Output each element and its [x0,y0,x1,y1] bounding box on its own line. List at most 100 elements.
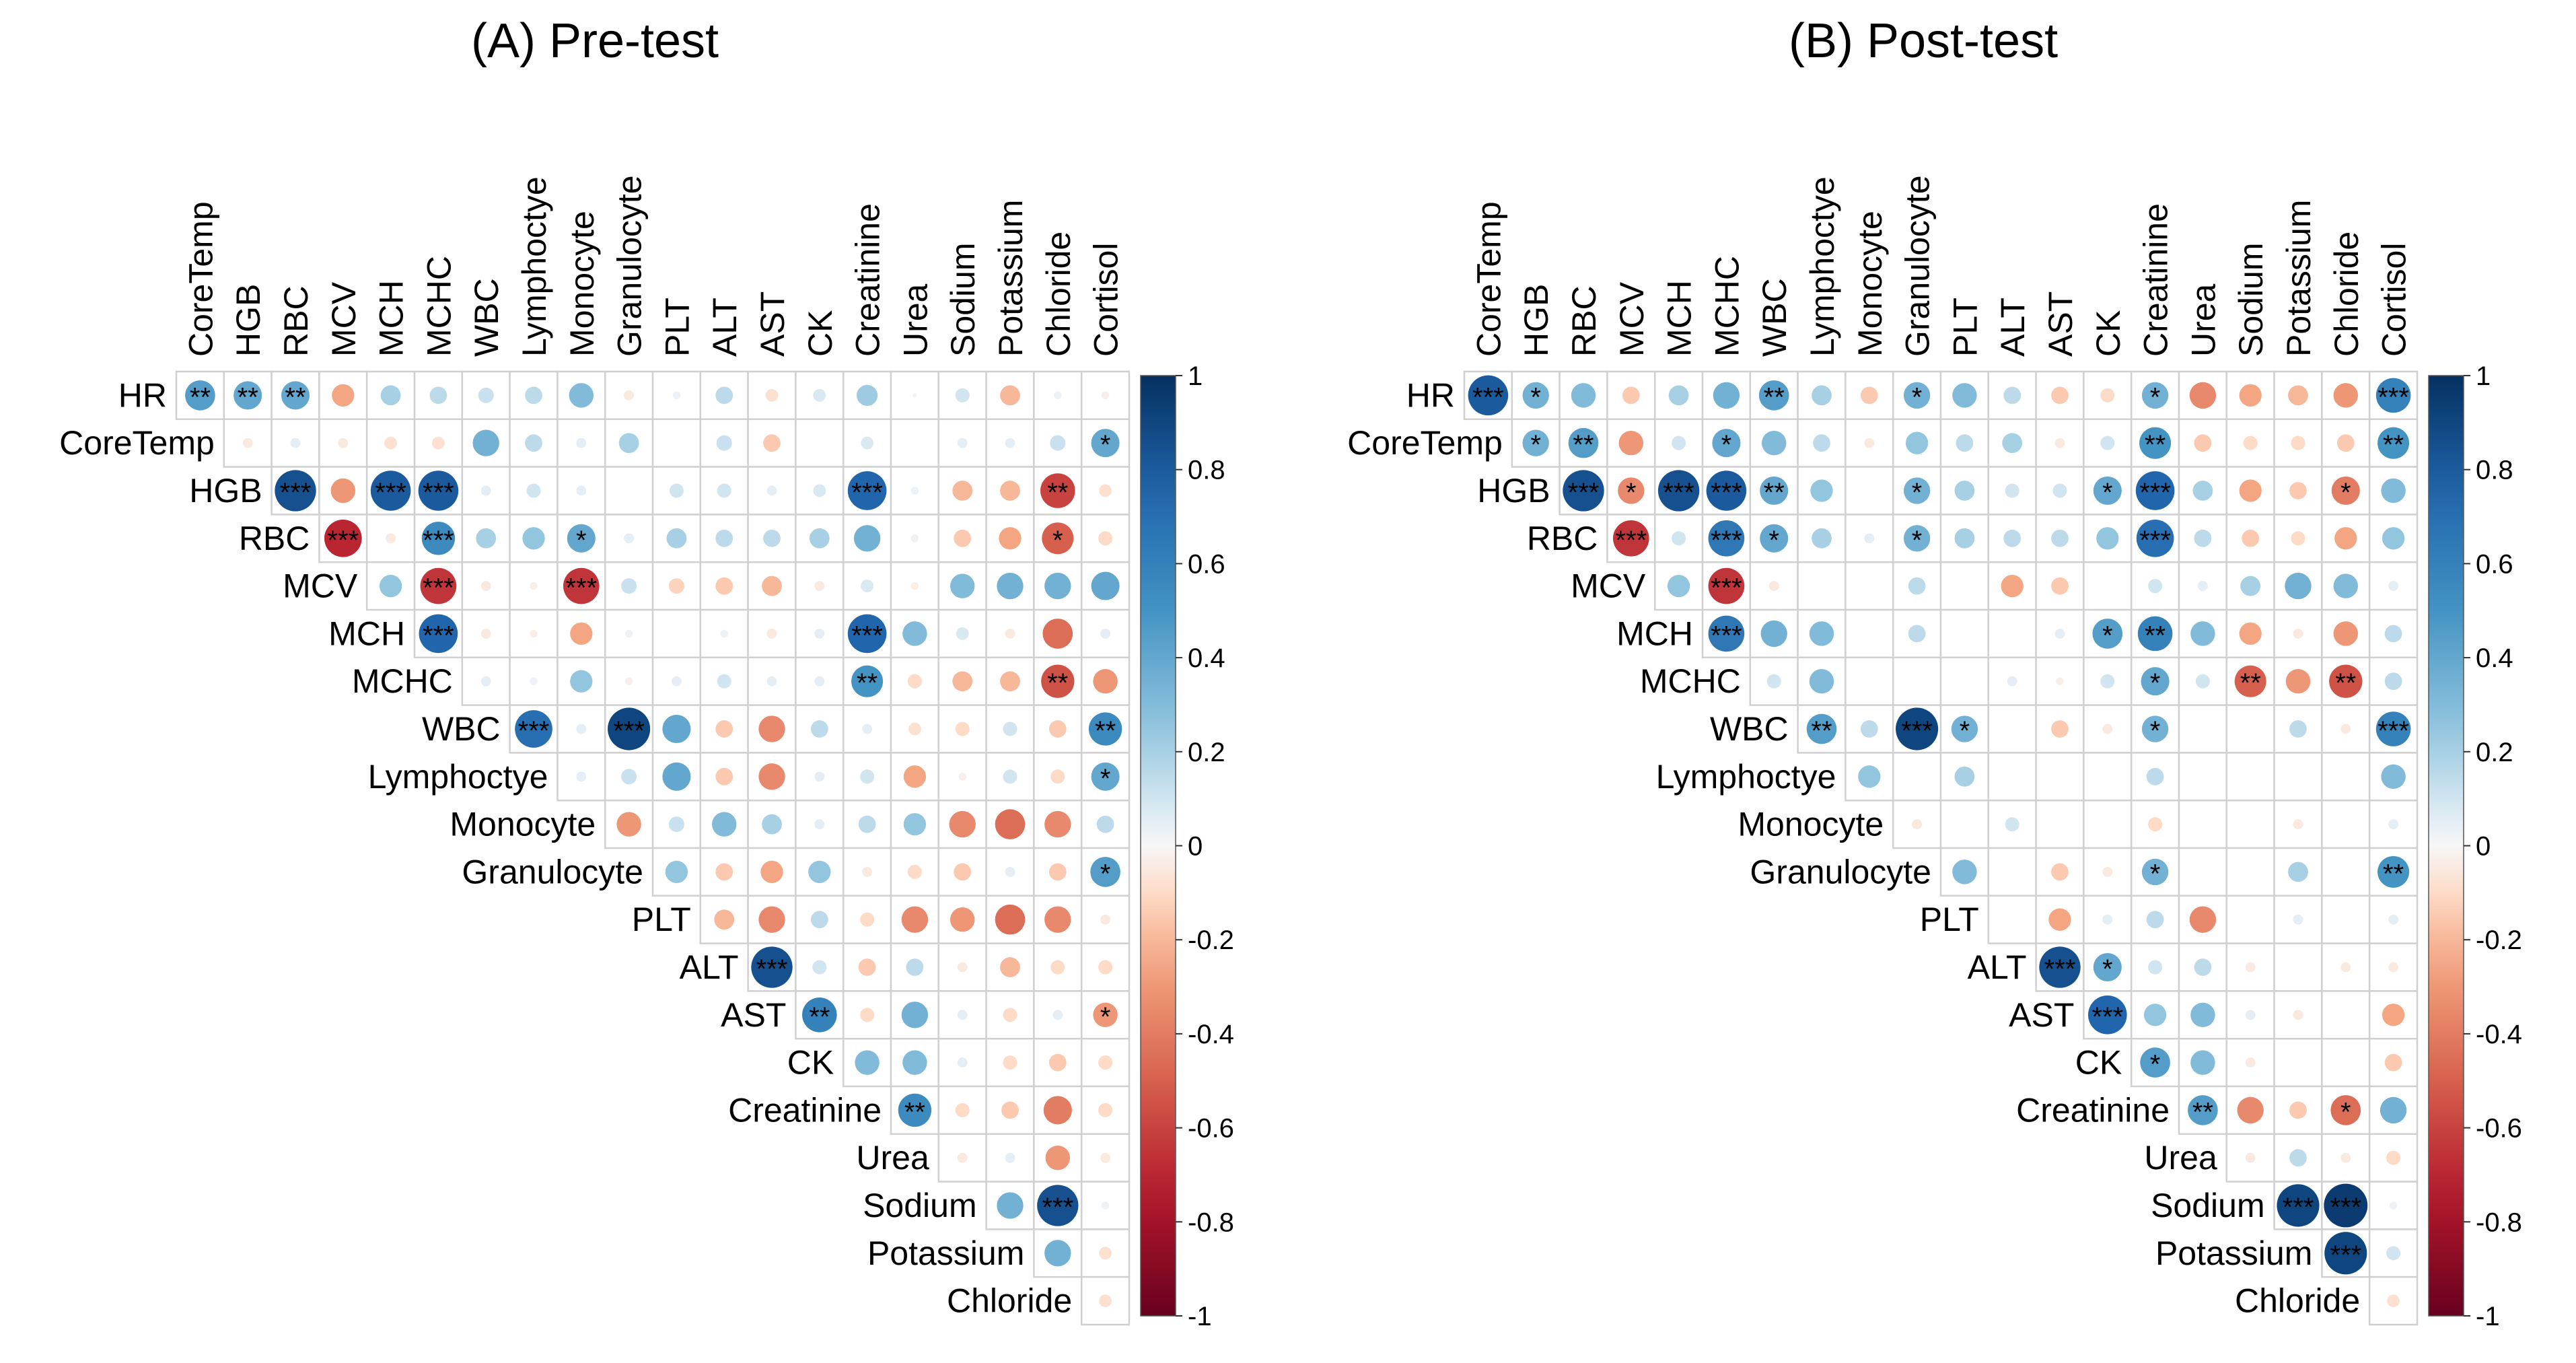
corr-circle-hr-mch [380,385,401,406]
corr-circle-urea-potassium [1005,1152,1015,1163]
sig-marker: ** [1047,478,1068,508]
corr-circle-monocyte-alt [2005,817,2019,832]
grid-cell [1939,799,1990,849]
corr-circle-coretemp-wbc [472,429,499,456]
sig-marker: * [1912,382,1923,412]
sig-marker: *** [423,621,454,650]
corr-circle-mchc-urea [907,674,922,689]
corr-circle-wbc-ast [2051,720,2069,738]
corr-circle-rbc-granulocyte [1903,525,1931,552]
sig-marker: *** [756,954,788,984]
corr-circle-creatinine-potassium [1001,1101,1019,1119]
corr-circle-hr-monocyte [1860,386,1878,405]
corr-circle-mch-ck [814,628,825,639]
corr-circle-mchc-ck [2100,674,2115,689]
corr-circle-ck-urea [2190,1050,2215,1075]
col-label-monocyte: Monocyte [563,211,601,357]
col-label-wbc: WBC [468,278,505,357]
row-label-ast: AST [2009,996,2074,1034]
corr-circle-mcv-wbc [1768,581,1779,592]
corr-circle-coretemp-potassium [2291,435,2305,450]
corr-circle-wbc-creatinine [862,724,873,734]
corr-circle-rbc-granulocyte [624,533,635,544]
corr-circle-monocyte-potassium [995,809,1026,839]
corr-circle-mch-granulocyte [1908,625,1926,643]
corr-circle-coretemp-mchc [1712,429,1741,458]
corr-circle-rbc-ck [809,528,830,549]
sig-marker: ** [1573,430,1594,460]
corr-circle-granulocyte-potassium [2288,862,2308,882]
grid-cell [1987,895,2037,944]
corr-circle-wbc-plt [1951,715,1978,742]
colorbar-tick-label: 0.6 [1188,549,1225,579]
grid-cell [2083,704,2133,754]
corr-circle-mch-potassium [1005,628,1015,639]
corr-circle-coretemp-monocyte [576,438,587,448]
corr-circle-coretemp-sodium [2243,435,2258,450]
corr-circle-wbc-monocyte [1860,720,1878,738]
corr-circle-alt-sodium [957,962,968,973]
corr-circle-mchc-ast [2056,677,2064,685]
corr-circle-granulocyte-ast [760,860,783,884]
col-label-sodium: Sodium [2232,242,2270,357]
corr-circle-mcv-mch [1667,574,1690,598]
colorbar [2428,375,2464,1317]
corr-circle-hr-urea [913,393,917,398]
sig-marker: *** [423,526,454,555]
corr-circle-mcv-mchc [420,567,457,604]
corr-circle-potassium-chloride [2324,1232,2367,1275]
sig-marker: * [2150,1050,2161,1080]
corr-circle-coretemp-creatinine [861,436,874,450]
corr-circle-hr-mch [1668,385,1689,406]
grid-cell [2225,799,2275,849]
corr-circle-wbc-chloride [2340,724,2351,734]
row-label-urea: Urea [2144,1139,2217,1177]
col-label-creatinine: Creatinine [2137,203,2175,357]
corr-circle-ast-urea [2190,1002,2215,1028]
corr-circle-hgb-mchc [1706,470,1747,511]
colorbar-tick-label: 0.6 [2476,549,2513,579]
corr-circle-wbc-alt [715,720,734,738]
corr-circle-granulocyte-ck [2102,866,2113,877]
corr-circle-ck-potassium [1003,1055,1017,1070]
corr-circle-potassium-chloride [1044,1240,1071,1267]
corr-circle-hgb-creatinine [2135,471,2175,510]
corr-circle-coretemp-mch [384,436,398,450]
corr-circle-hgb-wbc [1760,476,1789,505]
corr-circle-mch-monocyte [570,622,593,645]
grid-cell [2035,752,2085,802]
row-label-plt: PLT [632,901,691,938]
grid-cell [1939,704,1990,754]
col-label-wbc: WBC [1756,278,1793,357]
corr-circle-mchc-cortisol [2384,672,2402,691]
sig-marker: *** [2283,1193,2314,1222]
corr-circle-mch-lymphoctye [530,629,538,638]
corr-circle-ast-cortisol [1093,1002,1118,1028]
col-label-mch: MCH [1661,280,1698,357]
sig-marker: *** [1901,716,1933,746]
corr-circle-hgb-lymphoctye [526,483,541,498]
col-label-plt: PLT [1946,298,1984,357]
colorbar-tick-label: 0 [2476,832,2491,862]
corr-circle-ck-chloride [1048,1053,1067,1072]
corr-circle-mcv-alt [715,577,734,595]
grid-cell [1987,847,2037,897]
corr-circle-mchc-creatinine [851,665,884,697]
corr-circle-plt-potassium [2293,914,2303,925]
corr-circle-mcv-sodium [950,573,975,598]
corr-circle-hgb-urea [910,487,919,495]
sig-marker: ** [2192,1097,2213,1127]
corr-circle-hr-mcv [332,384,355,407]
sig-marker: ** [857,668,878,698]
grid-cell [2225,847,2275,897]
corr-circle-wbc-ast [758,715,785,742]
corr-circle-ck-urea [902,1050,927,1075]
row-label-rbc: RBC [239,520,310,557]
corr-circle-wbc-chloride [1048,720,1067,738]
corr-circle-sodium-cortisol [1101,1201,1110,1210]
sig-marker: * [2150,859,2161,888]
corr-circle-plt-ck [810,911,828,929]
col-label-chloride: Chloride [1040,232,1077,357]
corr-circle-hgb-sodium [952,481,973,501]
corr-circle-plt-potassium [995,904,1026,935]
